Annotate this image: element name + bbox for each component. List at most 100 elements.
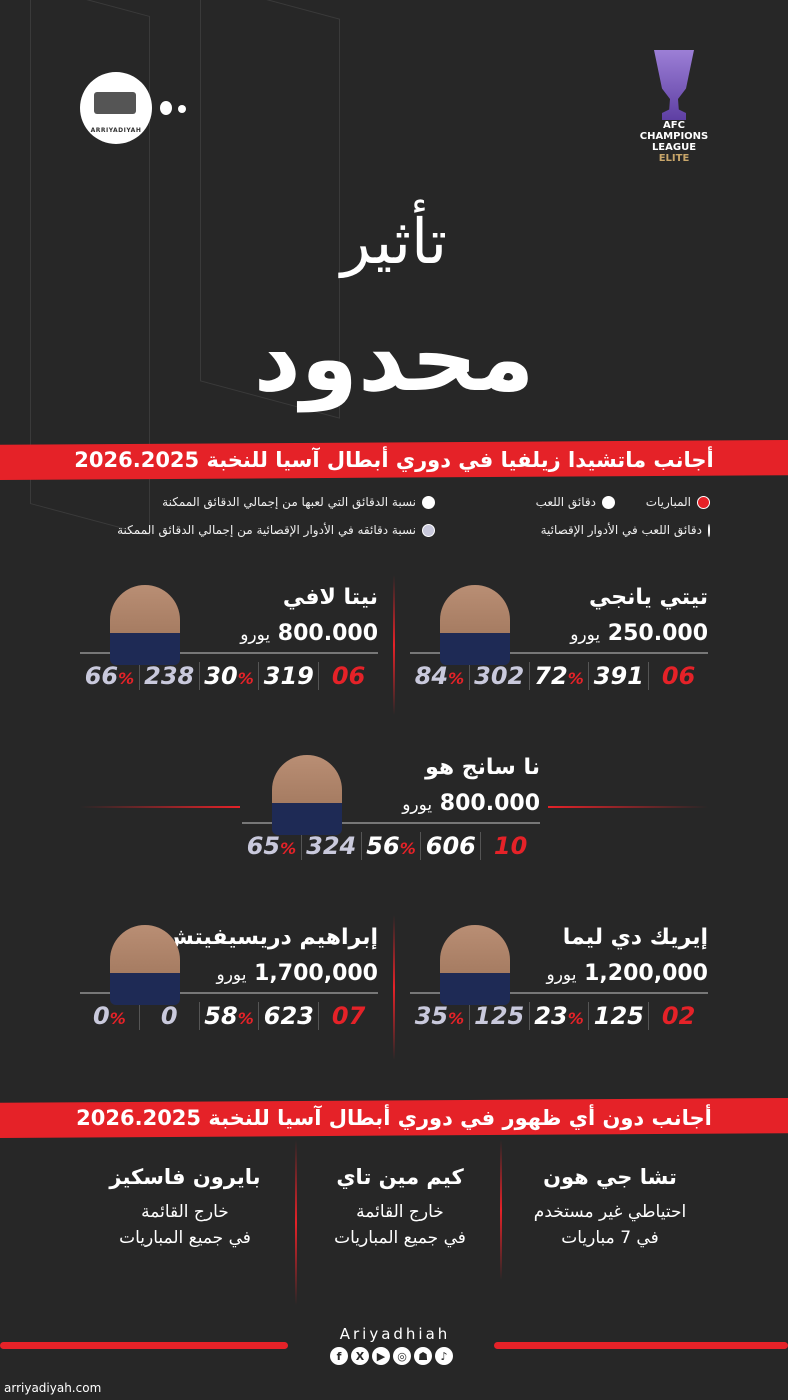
percent-sign: % [118,669,135,688]
player-status: احتياطي غير مستخدم [533,1202,687,1222]
logo-text: AFC [663,120,685,131]
facebook-icon[interactable]: f [330,1347,348,1365]
player-status-detail: في جميع المباريات [119,1228,251,1248]
percent-sign: % [280,839,297,858]
legend-item: دقائق اللعب [435,495,615,509]
stat-ko-minutes: 0 [138,1002,199,1030]
player-name: تيتي يانجي [588,585,708,610]
stat-minutes: 623 [258,1002,318,1030]
player-name: كيم مين تاي [336,1165,464,1189]
pct-value: 58 [204,1002,238,1030]
unused-player: كيم مين تاي خارج القائمة في جميع المباري… [305,1165,495,1251]
player-name: تشا جي هون [543,1165,677,1189]
stat-ko-minutes: 238 [138,662,199,690]
currency-label: يورو [240,625,271,645]
player-name: بايرون فاسكيز [109,1165,261,1189]
divider [295,1140,297,1305]
x-icon[interactable]: X [351,1347,369,1365]
pct-value: 56 [366,832,400,860]
divider [80,652,378,654]
stat-ko-pct: 84% [410,662,469,690]
player-name: إيريك دي ليما [562,925,708,950]
divider [393,575,395,715]
stat-minutes-pct: 72% [528,662,589,690]
legend-label: دقائق اللعب [535,495,596,509]
player-photo [110,925,180,1005]
legend-label: المباريات [645,495,691,509]
legend-label: نسبة الدقائق التي لعبها من إجمالي الدقائ… [162,495,416,509]
stat-ko-pct: 35% [410,1002,469,1030]
divider [80,992,378,994]
legend-dot-icon [602,495,615,509]
divider [80,806,240,808]
tiktok-icon[interactable]: ♪ [435,1347,453,1365]
pct-value: 65 [246,832,281,860]
market-value-amount: 800.000 [439,791,540,816]
percent-sign: % [237,1009,254,1028]
player-stats: 07 623 58% 0 0% [80,1002,378,1030]
footer-bar [494,1342,788,1349]
legend-label: نسبة دقائقه في الأدوار الإقصائية من إجما… [117,523,416,537]
stat-minutes: 391 [588,662,648,690]
player-card: نيتا لافي 800.000 يورو 06 319 30% 238 66… [80,585,378,690]
stat-minutes: 125 [588,1002,648,1030]
legend: المباريات دقائق اللعب نسبة الدقائق التي لع… [80,495,710,537]
market-value: 800.000 يورو [80,621,378,646]
trophy-icon [654,50,694,120]
percent-sign: % [448,669,465,688]
player-stats: 10 606 56% 324 65% [242,832,540,860]
percent-sign: % [237,669,254,688]
stat-minutes: 606 [420,832,480,860]
percent-sign: % [109,1009,126,1028]
legend-dot-icon [708,523,710,537]
logo-text: CHAMPIONS [639,131,709,142]
player-card: تيتي يانجي 250.000 يورو 06 391 72% 302 8… [410,585,708,690]
player-status: خارج القائمة [356,1202,444,1222]
player-photo [440,925,510,1005]
pct-value: 30 [204,662,238,690]
divider [393,915,395,1060]
logo-dot [178,105,186,113]
currency-label: يورو [546,965,577,985]
youtube-icon[interactable]: ▶ [372,1347,390,1365]
percent-sign: % [567,669,584,688]
percent-sign: % [399,839,416,858]
pct-value: 23 [534,1002,568,1030]
player-stats: 06 391 72% 302 84% [410,662,708,690]
legend-dot-icon [422,523,435,537]
percent-sign: % [567,1009,584,1028]
currency-label: يورو [570,625,601,645]
footer-brand: Ariyadhiah [339,1325,451,1343]
player-status: خارج القائمة [141,1202,229,1222]
logo-text: LEAGUE [651,142,697,153]
snapchat-icon[interactable]: ☗ [414,1347,432,1365]
player-photo [272,755,342,835]
player-status-detail: في 7 مباريات [561,1228,659,1248]
player-photo [110,585,180,665]
stat-matches: 06 [318,662,378,690]
divider [242,822,540,824]
stat-matches: 07 [318,1002,378,1030]
legend-item [435,523,615,537]
stat-matches: 06 [648,662,708,690]
market-value: 1,700,000 يورو [80,961,378,986]
legend-item: نسبة دقائقه في الأدوار الإقصائية من إجما… [80,523,435,537]
instagram-icon[interactable]: ◎ [393,1347,411,1365]
stat-minutes: 319 [258,662,318,690]
legend-dot-icon [697,495,710,509]
player-name: إبراهيم دريسيفيتش [163,925,378,950]
divider [500,1140,502,1280]
section-heading: أجانب ماتشيدا زيلفيا في دوري أبطال آسيا … [0,440,788,480]
stat-matches: 02 [648,1002,708,1030]
player-stats: 06 319 30% 238 66% [80,662,378,690]
logo-dot [160,101,172,115]
pct-value: 35 [414,1002,449,1030]
market-value: 800.000 يورو [242,791,540,816]
stat-ko-pct: 65% [242,832,301,860]
section-heading: أجانب دون أي ظهور في دوري أبطال آسيا للن… [0,1098,788,1138]
stat-matches: 10 [480,832,540,860]
arriyadiyah-logo: ARRIYADIYAH [80,72,152,144]
website-link[interactable]: arriyadiyah.com [4,1381,102,1395]
percent-sign: % [448,1009,465,1028]
stat-minutes-pct: 56% [360,832,421,860]
